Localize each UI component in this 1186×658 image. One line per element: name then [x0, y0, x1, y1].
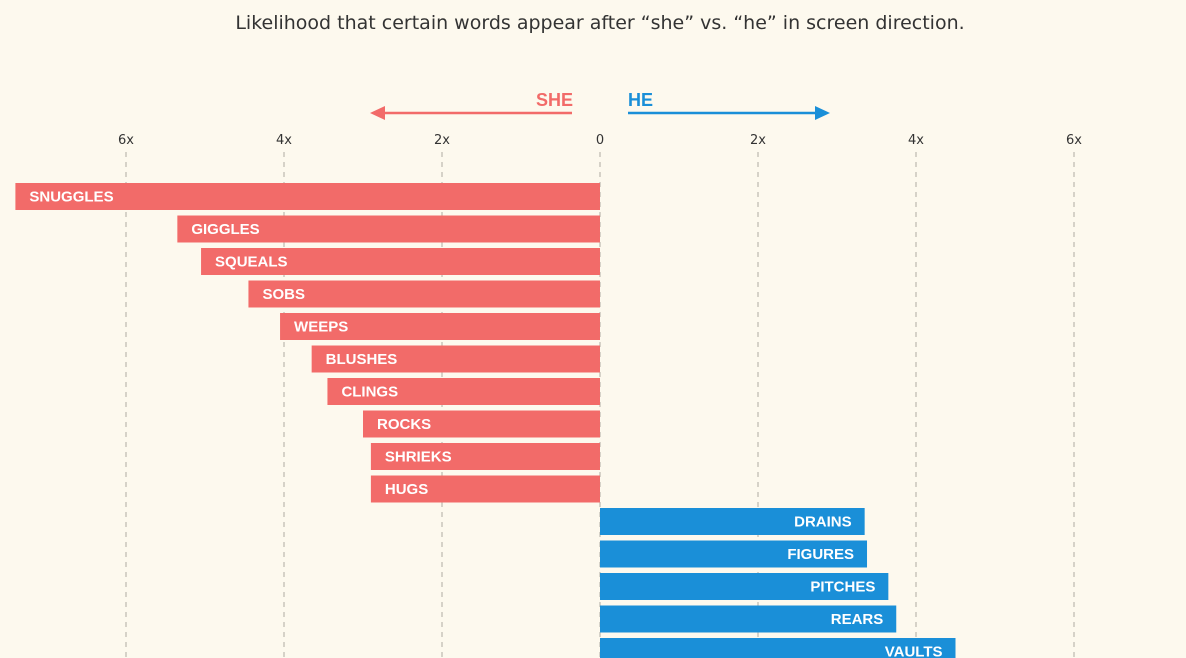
- bar-label: FIGURES: [787, 546, 854, 563]
- she-bar: [363, 410, 600, 438]
- x-tick-label: 6x: [118, 133, 134, 148]
- x-tick-label: 0: [596, 133, 604, 148]
- bar-label: PITCHES: [810, 579, 875, 596]
- she-bar: [201, 248, 601, 275]
- bar-label: WEEPS: [294, 319, 348, 336]
- bar-label: HUGS: [385, 481, 428, 498]
- she-arrow-head: [370, 106, 385, 120]
- x-tick-label: 6x: [1066, 133, 1082, 148]
- bar-label: GIGGLES: [191, 221, 259, 238]
- he-bar: [600, 508, 865, 535]
- x-axis-ticks: 6x 4x 2x 0 2x 4x 6x: [118, 133, 1082, 148]
- she-bar: [15, 183, 600, 210]
- she-bar: [248, 280, 600, 308]
- he-bar: [600, 573, 889, 600]
- he-bar: [600, 638, 956, 658]
- he-bar: [600, 605, 897, 633]
- she-bar: [327, 378, 600, 405]
- x-tick-label: 2x: [434, 133, 450, 148]
- he-direction-label: HE: [628, 90, 653, 110]
- bar-label: BLUSHES: [326, 351, 398, 368]
- she-bar: [370, 443, 600, 470]
- bar-label: CLINGS: [341, 384, 398, 401]
- bar-label: ROCKS: [377, 416, 431, 433]
- bar-label: DRAINS: [794, 514, 852, 531]
- she-bar: [280, 313, 600, 340]
- she-bar: [177, 215, 600, 243]
- she-bar: [370, 475, 600, 503]
- she-bar: [311, 345, 600, 373]
- she-direction-label: SHE: [536, 90, 573, 110]
- bar-label: REARS: [831, 611, 884, 628]
- bar-label: SHRIEKS: [385, 449, 452, 466]
- x-tick-label: 4x: [276, 133, 292, 148]
- chart-title: Likelihood that certain words appear aft…: [235, 12, 965, 34]
- bar-label: SQUEALS: [215, 254, 288, 271]
- bar-label: SOBS: [262, 286, 305, 303]
- direction-indicator: SHE HE: [370, 90, 830, 120]
- bar-label: VAULTS: [885, 644, 943, 658]
- x-tick-label: 4x: [908, 133, 924, 148]
- x-tick-label: 2x: [750, 133, 766, 148]
- bars: SNUGGLES GIGGLES SQUEALS SOBS WEEPS BLUSHES CL…: [15, 183, 956, 658]
- he-bar: [600, 540, 868, 568]
- he-arrow-head: [815, 106, 830, 120]
- bar-label: SNUGGLES: [29, 189, 113, 206]
